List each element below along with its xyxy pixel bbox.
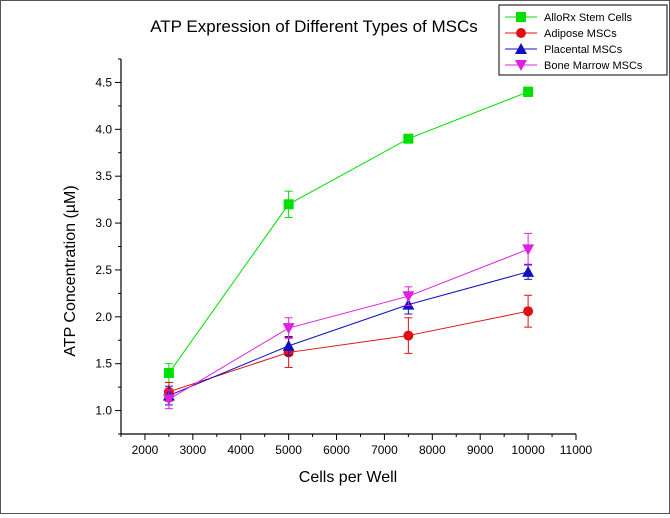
series-layer [162, 86, 535, 410]
square-marker [523, 86, 534, 97]
x-tick-label: 4000 [227, 443, 254, 457]
square-marker [283, 199, 294, 210]
y-tick-label: 3.0 [95, 216, 112, 230]
axes: 2000 3000 4000 5000 6000 7000 8000 9000 10000 110… [95, 58, 593, 457]
series-line [168, 310, 529, 393]
triangle-down-marker [282, 323, 295, 335]
triangle-down-marker [522, 244, 535, 256]
legend-item: Placental MSCs [505, 43, 623, 56]
series-3 [162, 232, 535, 410]
legend-square-marker [516, 12, 526, 22]
legend-item: AlloRx Stem Cells [505, 12, 633, 24]
square-marker [163, 368, 174, 379]
circle-marker [523, 306, 534, 317]
legend-label: AlloRx Stem Cells [544, 12, 633, 24]
y-tick-label: 2.0 [95, 310, 112, 324]
legend-triangle-down-marker [515, 60, 527, 71]
y-tick-label: 1.0 [95, 404, 112, 418]
legend-label: Placental MSCs [544, 44, 623, 56]
x-tick-label: 5000 [275, 443, 302, 457]
x-tick-label: 10000 [511, 443, 545, 457]
x-axis-title: Cells per Well [299, 469, 397, 486]
x-tick-label: 6000 [323, 443, 350, 457]
legend-triangle-up-marker [515, 43, 527, 54]
square-marker [403, 133, 414, 144]
circle-marker [403, 330, 414, 341]
series-line [168, 248, 529, 400]
x-tick-label: 3000 [179, 443, 206, 457]
y-tick-label: 1.5 [95, 357, 112, 371]
y-tick-label: 4.0 [95, 122, 112, 136]
chart-title: ATP Expression of Different Types of MSC… [150, 17, 478, 36]
triangle-up-marker [282, 339, 295, 351]
series-line [168, 91, 529, 374]
series-2 [162, 263, 535, 406]
series-1 [163, 294, 534, 402]
legend-circle-marker [516, 28, 526, 38]
triangle-down-marker [402, 291, 415, 303]
legend-item: Bone Marrow MSCs [505, 60, 643, 72]
legend-label: Bone Marrow MSCs [544, 60, 643, 72]
x-tick-label: 8000 [419, 443, 446, 457]
y-axis-title: ATP Concentration (µM) [62, 185, 79, 356]
x-tick-label: 11000 [560, 443, 593, 457]
series-line [168, 271, 529, 397]
triangle-down-marker [162, 394, 175, 406]
y-tick-label: 2.5 [95, 263, 112, 277]
y-tick-label: 3.5 [95, 169, 112, 183]
x-tick-label: 2000 [132, 443, 159, 457]
legend-item: Adipose MSCs [505, 28, 617, 40]
x-tick-label: 7000 [371, 443, 398, 457]
series-0 [163, 86, 534, 383]
x-tick-label: 9000 [467, 443, 494, 457]
legend: AlloRx Stem Cells Adipose MSCs Placental M… [498, 4, 668, 76]
y-tick-label: 4.5 [95, 75, 112, 89]
triangle-up-marker [522, 265, 535, 277]
legend-label: Adipose MSCs [544, 28, 617, 40]
